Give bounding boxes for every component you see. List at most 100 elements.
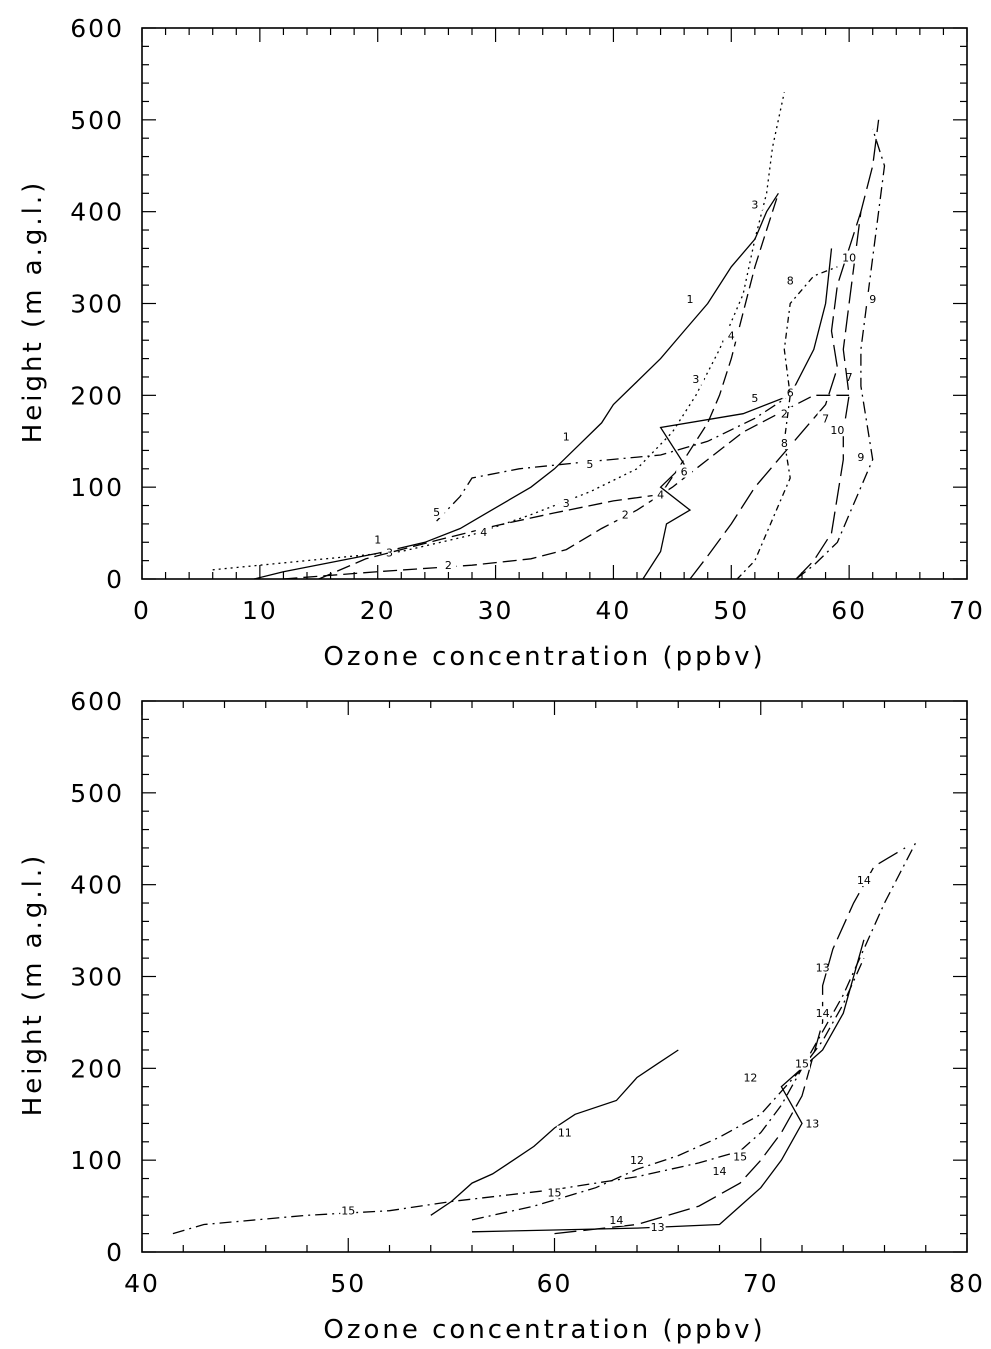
series-line-7: [689, 211, 862, 580]
y-tick-label: 600: [70, 687, 124, 716]
series-label-14: 14: [609, 1214, 623, 1227]
x-tick-label: 60: [831, 596, 867, 625]
series-label-bg: [804, 1116, 821, 1130]
series-line-3: [212, 92, 785, 571]
series-label-2: 2: [781, 408, 788, 421]
series-line-2: [283, 394, 850, 580]
series-label-14: 14: [816, 1007, 830, 1020]
series-label-bg: [428, 504, 445, 518]
y-tick-label: 500: [70, 106, 124, 135]
series-label-1: 1: [374, 534, 381, 547]
series-label-bg: [841, 250, 858, 264]
x-tick-label: 70: [949, 596, 985, 625]
series-line-10: [795, 119, 880, 580]
series-label-1: 1: [687, 293, 694, 306]
y-tick-label: 200: [70, 1054, 124, 1083]
series-label-15: 15: [795, 1058, 809, 1071]
x-axis-title: Ozone concentration (ppbv): [323, 642, 765, 672]
series-label-15: 15: [341, 1205, 355, 1218]
series-label-bg: [855, 873, 872, 887]
series-label-bg: [742, 1070, 759, 1084]
series-label-4: 4: [728, 330, 735, 343]
series-label-bg: [723, 328, 740, 342]
y-tick-label: 300: [70, 290, 124, 319]
series-label-bg: [711, 1164, 728, 1178]
series-label-bg: [676, 464, 693, 478]
series-label-bg: [440, 558, 457, 572]
series-line-15: [172, 843, 916, 1235]
series-label-12: 12: [630, 1154, 644, 1167]
series-label-13: 13: [816, 961, 830, 974]
series-label-5: 5: [751, 392, 758, 405]
series-label-bg: [687, 371, 704, 385]
series-label-bg: [381, 545, 398, 559]
y-tick-label: 100: [70, 1146, 124, 1175]
series-label-bg: [649, 1220, 666, 1234]
series-label-3: 3: [751, 198, 758, 211]
series-label-10: 10: [830, 424, 844, 437]
series-label-bg: [340, 1203, 357, 1217]
series-label-bg: [581, 457, 598, 471]
series-label-2: 2: [445, 559, 452, 572]
y-tick-label: 0: [106, 1238, 124, 1267]
series-label-bg: [558, 495, 575, 509]
series-line-14: [554, 847, 906, 1235]
y-tick-label: 600: [70, 14, 124, 43]
series-label-bg: [817, 411, 834, 425]
series-label-bg: [558, 429, 575, 443]
y-axis-title: Height (m a.g.l.): [18, 853, 48, 1117]
x-tick-label: 50: [330, 1269, 366, 1298]
y-tick-label: 400: [70, 198, 124, 227]
y-tick-label: 200: [70, 381, 124, 410]
series-label-1: 1: [563, 431, 570, 444]
series-label-15: 15: [548, 1186, 562, 1199]
series-label-bg: [829, 423, 846, 437]
chart-panel-bottom: 11 12 12 13 13 13 14 14 14 14 15 15 15 15 40 50 60 70 80 0 1…: [18, 687, 983, 1345]
x-tick-label: 50: [713, 596, 749, 625]
plot-frame: [141, 700, 968, 1253]
plot-frame: [141, 27, 968, 580]
series-label-3: 3: [563, 497, 570, 510]
series-label-13: 13: [651, 1221, 665, 1234]
x-tick-label: 10: [242, 596, 278, 625]
series-label-bg: [682, 291, 699, 305]
series-label-bg: [732, 1149, 749, 1163]
x-tick-label: 0: [133, 596, 151, 625]
series-label-bg: [794, 1056, 810, 1070]
x-tick-label: 30: [478, 596, 514, 625]
x-tick-label: 40: [596, 596, 632, 625]
series-label-5: 5: [433, 506, 440, 519]
series-label-bg: [746, 197, 763, 211]
x-tick-label: 40: [124, 1269, 160, 1298]
series-label-6: 6: [681, 466, 688, 479]
series-label-9: 9: [857, 451, 864, 464]
series-line-9: [795, 128, 886, 580]
series-label-4: 4: [657, 489, 664, 502]
series-line-4: [318, 193, 780, 580]
series-label-12: 12: [743, 1072, 757, 1085]
series-label-7: 7: [822, 412, 829, 425]
series-label-bg: [782, 273, 799, 287]
series-label-11: 11: [558, 1127, 572, 1140]
series-label-7: 7: [846, 371, 853, 384]
series-label-14: 14: [713, 1165, 727, 1178]
series-label-8: 8: [781, 437, 788, 450]
series-label-3: 3: [386, 546, 393, 559]
x-tick-label: 20: [360, 596, 396, 625]
series-label-15: 15: [733, 1150, 747, 1163]
series-label-14: 14: [857, 874, 871, 887]
series-line-13: [471, 939, 865, 1233]
series-label-bg: [746, 391, 763, 405]
x-tick-label: 70: [743, 1269, 779, 1298]
y-tick-label: 500: [70, 779, 124, 808]
series-label-10: 10: [842, 252, 856, 265]
series-label-bg: [546, 1185, 563, 1199]
series-label-bg: [841, 369, 858, 383]
y-tick-label: 300: [70, 963, 124, 992]
series-label-13: 13: [805, 1117, 819, 1130]
series-label-bg: [852, 449, 869, 463]
x-tick-label: 60: [537, 1269, 573, 1298]
series-label-5: 5: [586, 458, 593, 471]
